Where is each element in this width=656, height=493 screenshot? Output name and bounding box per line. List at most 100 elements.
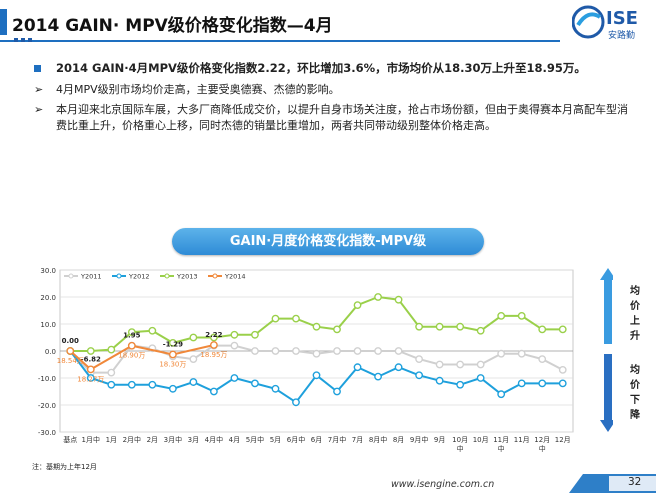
point-Y2012 — [86, 374, 95, 382]
y-tick-label: -10.0 — [38, 375, 56, 383]
x-tick-label: 7月 — [352, 436, 363, 444]
point-Y2013 — [251, 330, 259, 339]
x-tick-label: 3月 — [188, 436, 199, 444]
point-Y2011 — [435, 360, 444, 369]
price-data-label: 18.90万 — [118, 352, 145, 360]
chart-title-pill: GAIN·月度价格变化指数-MPV级 — [172, 228, 484, 255]
point-Y2013 — [394, 295, 403, 304]
legend-marker-Y2011 — [68, 273, 74, 279]
point-Y2012 — [127, 380, 136, 389]
point-Y2013 — [107, 345, 116, 354]
page-number: 32 — [628, 476, 642, 488]
legend-marker-Y2013 — [164, 273, 170, 279]
point-Y2011 — [189, 355, 198, 364]
point-Y2013 — [189, 333, 198, 342]
x-tick-label: 3月中 — [164, 435, 182, 444]
bullet-reason: ➢ 4月MPV级别市场均价走高，主要受奥德赛、杰德的影响。 — [28, 82, 628, 98]
index-data-label: -6.82 — [81, 355, 101, 363]
x-tick-label: 8月中 — [369, 435, 387, 444]
point-Y2012 — [148, 380, 157, 389]
point-Y2012 — [517, 379, 526, 388]
x-tick-label: 6月 — [311, 436, 322, 444]
x-tick-label: 12月 — [555, 436, 571, 444]
point-Y2013 — [435, 322, 444, 331]
point-Y2012 — [538, 379, 547, 388]
price-data-label: 18.27万 — [77, 375, 104, 383]
point-Y2011 — [230, 341, 239, 350]
point-Y2013 — [168, 339, 177, 347]
y-tick-label: 0.0 — [45, 348, 56, 356]
page-number-tab — [569, 474, 656, 493]
x-tick-label: 中 — [457, 444, 464, 453]
point-Y2012 — [189, 378, 198, 386]
point-Y2012 — [292, 398, 300, 407]
base-period-note: 注：基期为上年12月 — [32, 463, 97, 471]
x-tick-label: 9月中 — [410, 435, 428, 444]
point-Y2011 — [333, 347, 341, 355]
point-Y2014 — [86, 365, 95, 374]
bullet-detail-text: 本月迎来北京国际车展，大多厂商降低成交价，以提升自身市场关注度，抢占市场份额，但… — [56, 103, 628, 132]
arrow-down-icon — [600, 354, 613, 432]
x-tick-label: 1月中 — [82, 435, 100, 444]
point-Y2012 — [476, 374, 485, 382]
legend-label-Y2012: Y2012 — [128, 273, 150, 281]
point-Y2013 — [456, 322, 465, 331]
point-Y2013 — [558, 325, 567, 334]
x-tick-label: 8月 — [393, 436, 404, 444]
logo-dots — [14, 38, 32, 42]
legend-label-Y2014: Y2014 — [224, 273, 246, 281]
point-Y2012 — [497, 390, 506, 399]
title-underline — [0, 40, 560, 42]
x-tick-label: 5月中 — [246, 435, 264, 444]
logo-sub: 安路勤 — [608, 29, 635, 41]
index-data-label: 1.95 — [123, 332, 140, 340]
logo-text: ISE — [606, 8, 638, 29]
point-Y2012 — [230, 374, 239, 382]
point-Y2011 — [312, 349, 321, 358]
x-tick-label: 9月 — [434, 436, 445, 444]
y-tick-label: -20.0 — [38, 402, 56, 410]
index-data-label: 0.00 — [62, 337, 79, 345]
point-Y2011 — [271, 347, 280, 355]
x-tick-label: 10月 — [473, 436, 489, 444]
point-Y2012 — [456, 380, 465, 389]
price-data-label: 18.30万 — [159, 360, 186, 368]
point-Y2013 — [271, 314, 280, 323]
x-tick-label: 5月 — [270, 436, 281, 444]
point-Y2011 — [353, 347, 362, 355]
legend-marker-Y2014 — [212, 273, 218, 279]
title-accent-bar — [0, 9, 7, 35]
ise-logo: ISE 安路勤 — [572, 5, 638, 41]
bullet-summary-text: 2014 GAIN·4月MPV级价格变化指数2.22，环比增加3.6%，市场均价… — [56, 61, 586, 75]
point-Y2011 — [374, 347, 382, 355]
page-title: 2014 GAIN· MPV级价格变化指数—4月 — [12, 16, 333, 36]
point-Y2012 — [374, 372, 382, 381]
x-tick-label: 1月 — [106, 436, 117, 444]
price-data-label: 18.54万 — [57, 357, 84, 365]
legend-label-Y2013: Y2013 — [176, 273, 198, 281]
point-Y2012 — [312, 371, 321, 380]
footer-url: www.isengine.com.cn — [391, 479, 495, 490]
index-data-label: 2.22 — [205, 331, 222, 339]
mpv-index-chart: 30.0 20.0 10.0 0.0 -10.0 -20.0 -30.0 基点 1月中 1月 2月中… — [38, 267, 613, 453]
price-data-label: 18.95万 — [200, 351, 227, 359]
point-Y2012 — [558, 379, 567, 388]
x-tick-label: 4月中 — [205, 435, 223, 444]
price-up-label: 均价上升 — [630, 286, 640, 342]
arrow-up-icon — [600, 268, 613, 344]
x-tick-label: 基点 — [63, 435, 77, 444]
x-tick-label: 11月 — [493, 436, 509, 444]
legend-marker-Y2012 — [116, 273, 122, 279]
point-Y2013 — [538, 325, 547, 334]
legend-label-Y2011: Y2011 — [80, 273, 102, 281]
point-Y2011 — [456, 360, 465, 369]
point-Y2012 — [353, 363, 362, 372]
point-Y2012 — [394, 363, 403, 372]
point-Y2012 — [107, 380, 116, 389]
point-Y2011 — [251, 347, 259, 355]
x-tick-label: 2月 — [147, 436, 158, 444]
x-tick-label: 11月 — [514, 436, 530, 444]
page-tab-inner — [609, 476, 656, 491]
logo-swoosh-icon — [576, 12, 602, 27]
point-Y2012 — [209, 387, 218, 396]
